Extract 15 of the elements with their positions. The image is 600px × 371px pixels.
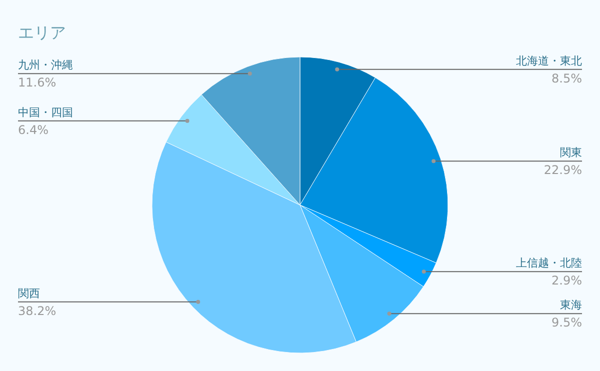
slice-label: 九州・沖縄 [18, 58, 73, 72]
data-label: 11.6% [18, 76, 56, 90]
slice-label: 中国・四国 [18, 106, 73, 119]
data-label: 8.5% [552, 71, 582, 86]
slice-label: 関西 [18, 286, 40, 300]
slice-label: 北海道・東北 [516, 54, 582, 68]
data-label: 9.5% [552, 316, 582, 330]
slice-label: 東海 [560, 298, 582, 312]
slice-label: 上信越・北陸 [516, 256, 582, 270]
data-label: 38.2% [18, 304, 56, 318]
slice-label: 関東 [560, 146, 582, 160]
chart-title: エリア [18, 23, 66, 42]
data-label: 22.9% [544, 163, 582, 178]
data-label: 2.9% [552, 274, 582, 288]
data-label: 6.4% [18, 122, 48, 137]
